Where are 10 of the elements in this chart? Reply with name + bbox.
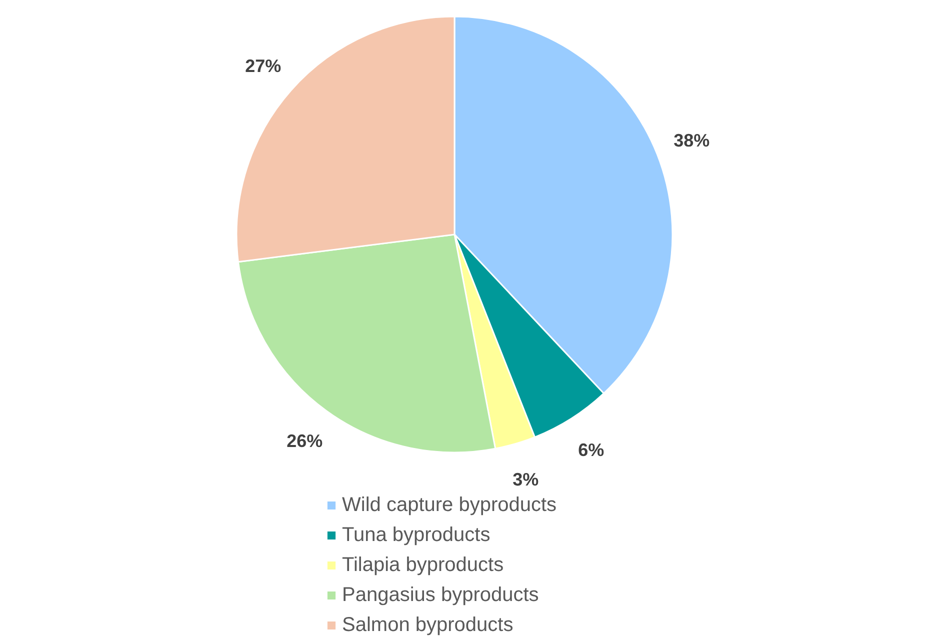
- legend-label: Salmon byproducts: [342, 613, 514, 637]
- data-label: 3%: [512, 469, 539, 490]
- legend-label: Tuna byproducts: [342, 523, 490, 547]
- data-label: 6%: [578, 440, 604, 460]
- data-label: 27%: [245, 56, 282, 76]
- data-label: 38%: [674, 130, 710, 151]
- legend-label: Tilapia byproducts: [342, 553, 504, 577]
- data-label: 26%: [286, 430, 323, 451]
- legend-label: Pangasius byproducts: [342, 583, 539, 607]
- legend-label: Wild capture byproducts: [342, 493, 557, 517]
